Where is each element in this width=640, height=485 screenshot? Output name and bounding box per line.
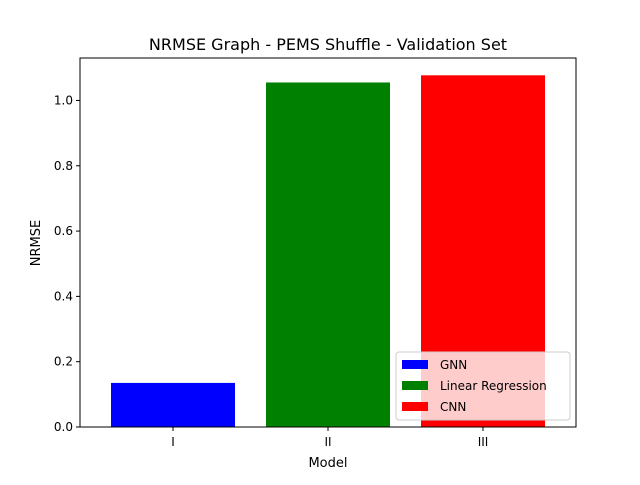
y-tick-label: 0.0 — [54, 420, 73, 434]
x-tick-label: III — [478, 435, 489, 449]
x-tick-label: II — [324, 435, 331, 449]
y-tick-label: 0.2 — [54, 355, 73, 369]
legend-label: Linear Regression — [440, 379, 547, 393]
y-tick-label: 0.8 — [54, 159, 73, 173]
y-tick-label: 1.0 — [54, 93, 73, 107]
legend-swatch — [402, 402, 428, 411]
chart-title: NRMSE Graph - PEMS Shuffle - Validation … — [149, 35, 507, 54]
y-tick-label: 0.6 — [54, 224, 73, 238]
y-axis-label: NRMSE — [29, 220, 44, 266]
legend-swatch — [402, 381, 428, 390]
legend-label: CNN — [440, 400, 466, 414]
bar-gnn — [111, 382, 235, 427]
legend-label: GNN — [440, 358, 467, 372]
x-axis: I II III — [171, 427, 488, 449]
x-axis-label: Model — [308, 456, 347, 471]
legend-frame — [395, 351, 571, 421]
legend-swatch — [402, 360, 428, 369]
x-tick-label: I — [171, 435, 175, 449]
legend: GNN Linear Regression CNN — [395, 351, 571, 421]
bar-linear-regression — [266, 82, 390, 427]
y-tick-label: 0.4 — [54, 289, 73, 303]
y-axis: 0.0 0.2 0.4 0.6 0.8 1.0 — [54, 93, 80, 434]
